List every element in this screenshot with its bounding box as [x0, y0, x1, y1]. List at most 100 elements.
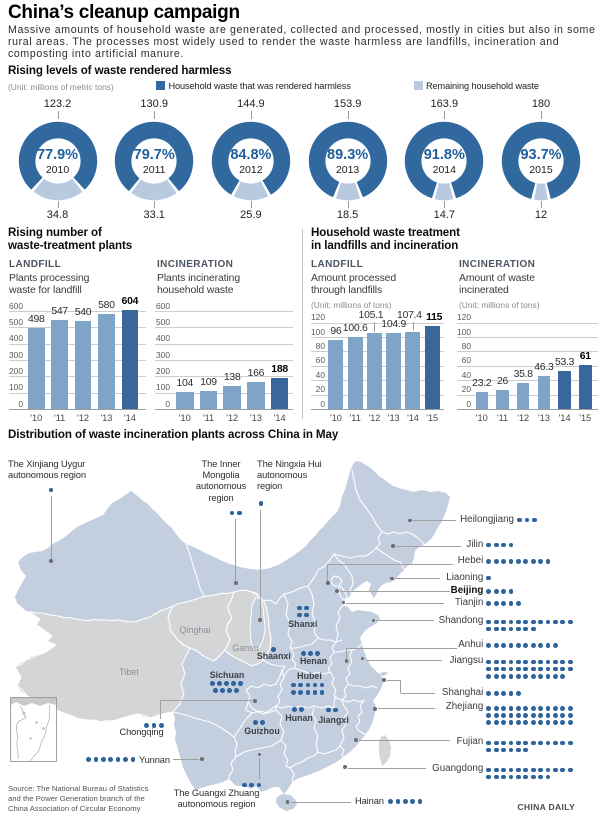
- plant-dot-sichuan-r2: [213, 688, 218, 693]
- map-annotation-chongqing: Chongqing: [109, 727, 174, 738]
- y-axis-label-20: 20: [461, 384, 471, 395]
- donut-year-label: 2015: [529, 164, 553, 176]
- plant-dot-jilin: [501, 542, 506, 548]
- bar-year-label: '12: [77, 412, 90, 423]
- chart-subtitle-line2: incinerated: [459, 285, 509, 296]
- map-anchor-dot: [200, 756, 204, 761]
- plant-dot-jiangsu: [493, 659, 499, 665]
- donut-year-label: 2012: [239, 164, 263, 176]
- donut-chart-2015: [501, 121, 581, 201]
- plant-dot-guangdong: [516, 767, 521, 773]
- donut-top-tick: [154, 111, 156, 119]
- plant-dot-guangdong: [486, 767, 492, 773]
- map-region-label-henan: Henan: [299, 656, 328, 666]
- plant-dot-anhui: [530, 643, 536, 648]
- donut-arc-treated: [115, 121, 194, 192]
- plant-dot-shandong: [523, 619, 529, 625]
- plant-dot-zhejiang: [545, 720, 551, 726]
- inset-coast-east: [29, 704, 51, 762]
- chart-subtitle-line2: through landfills: [311, 285, 383, 296]
- gridline-0: [154, 409, 293, 410]
- plant-dot-tianjin: [486, 601, 492, 606]
- map-annotation-line: Chongqing: [119, 726, 164, 737]
- y-axis-label-500: 500: [156, 316, 170, 327]
- bar-value-label: 96: [330, 325, 342, 337]
- leader-line: [346, 602, 444, 604]
- gridline-0: [457, 409, 598, 410]
- bar-year-label: '10: [30, 412, 43, 423]
- region-chongming: [378, 672, 389, 676]
- leader-line: [173, 759, 199, 760]
- y-axis-label-200: 200: [156, 365, 170, 376]
- plant-dot-shanghai: [493, 691, 499, 696]
- plant-dot-zhejiang: [516, 713, 521, 718]
- plant-dot-jiangsu: [516, 673, 521, 679]
- plant-dot-hubei: [312, 689, 318, 695]
- donut-bottom-value: 18.5: [336, 208, 359, 221]
- y-axis-label-40: 40: [461, 369, 471, 380]
- plant-dot-fujian: [516, 740, 521, 746]
- gridline-120: [310, 322, 444, 324]
- donut-arc-remaining: [335, 182, 360, 201]
- map-province-label-liaoning: Liaoning: [446, 571, 484, 583]
- plant-dot-jiangsu: [516, 666, 521, 672]
- plant-dot-jiangsu: [501, 666, 506, 672]
- gridline-300: [154, 360, 293, 361]
- bar-value-label: 580: [98, 300, 115, 312]
- chart-kicker: LANDFILL: [311, 259, 364, 270]
- map-anchor-dot: [233, 581, 238, 585]
- plant-dot-zhejiang: [538, 720, 543, 726]
- plant-dot-jiangsu: [567, 659, 573, 665]
- y-axis-label-400: 400: [9, 333, 23, 344]
- plant-dot-anhui: [523, 643, 529, 648]
- plant-dot-beijing: [501, 589, 506, 594]
- plant-dot-jiangsu: [545, 666, 551, 672]
- plant-dot-jiangxi: [333, 707, 338, 713]
- plant-dot-sichuan-r2: [220, 688, 225, 693]
- plant-dot-henan: [301, 651, 307, 657]
- map-anchor-dot: [390, 576, 394, 581]
- plant-dot-hainan: [417, 799, 423, 804]
- donut-arc-treated: [405, 121, 484, 199]
- bar-'12: [74, 320, 92, 409]
- plant-dot-guangdong: [493, 774, 499, 780]
- map-province-label-anhui: Anhui: [458, 639, 484, 650]
- plant-dot-zhejiang: [560, 720, 566, 726]
- map-anchor-dot: [49, 559, 53, 563]
- plant-dot-jiangsu: [508, 659, 514, 665]
- plant-dot-yunnan: [115, 757, 121, 762]
- map-region-label-qinghai: Qinghai: [179, 625, 211, 635]
- map-anchor-dot: [360, 656, 365, 661]
- plant-dot-hubei: [305, 689, 311, 695]
- donut-year-label: 2013: [335, 164, 360, 176]
- plant-dot-jiangsu: [493, 666, 499, 672]
- bar-'12: [366, 333, 382, 409]
- map-region-label-sichuan: Sichuan: [209, 670, 245, 680]
- gridline-500: [154, 327, 293, 329]
- gridline-60: [457, 365, 598, 367]
- plant-dot-yunnan: [123, 757, 128, 762]
- plant-dot-tianjin: [501, 601, 506, 606]
- leader-line: [340, 591, 450, 593]
- plant-dot-shanxi: [304, 605, 309, 611]
- donut-year-label: 2011: [142, 164, 166, 176]
- donut-year-label: 2010: [45, 164, 70, 176]
- plant-dot-jiangsu: [530, 666, 536, 672]
- plant-dot-zhejiang: [523, 706, 529, 711]
- donut-bottom-tick: [250, 201, 252, 208]
- plant-dot-guangdong: [545, 774, 551, 780]
- plant-dot-shandong: [567, 619, 573, 625]
- plant-dot-shanghai: [501, 691, 506, 696]
- plant-dot-shandong: [560, 619, 566, 625]
- plant-dot-hebei: [523, 559, 529, 564]
- plant-dot-fujian: [493, 747, 499, 753]
- map-annotation-ningxia: The Ningxia Hui autonomous region: [257, 459, 322, 493]
- legend-swatch-remaining: [413, 81, 423, 90]
- section-heading-harmless: Rising levels of waste rendered harmless: [8, 64, 232, 77]
- page-title: China’s cleanup campaign: [8, 2, 240, 23]
- map-annotation-hainan: Hainan: [355, 796, 384, 807]
- plant-dot-zhejiang: [538, 713, 543, 718]
- plant-dot-sichuan-r1: [210, 680, 215, 686]
- gridline-400: [154, 343, 293, 345]
- plant-dot-guangdong: [508, 774, 514, 780]
